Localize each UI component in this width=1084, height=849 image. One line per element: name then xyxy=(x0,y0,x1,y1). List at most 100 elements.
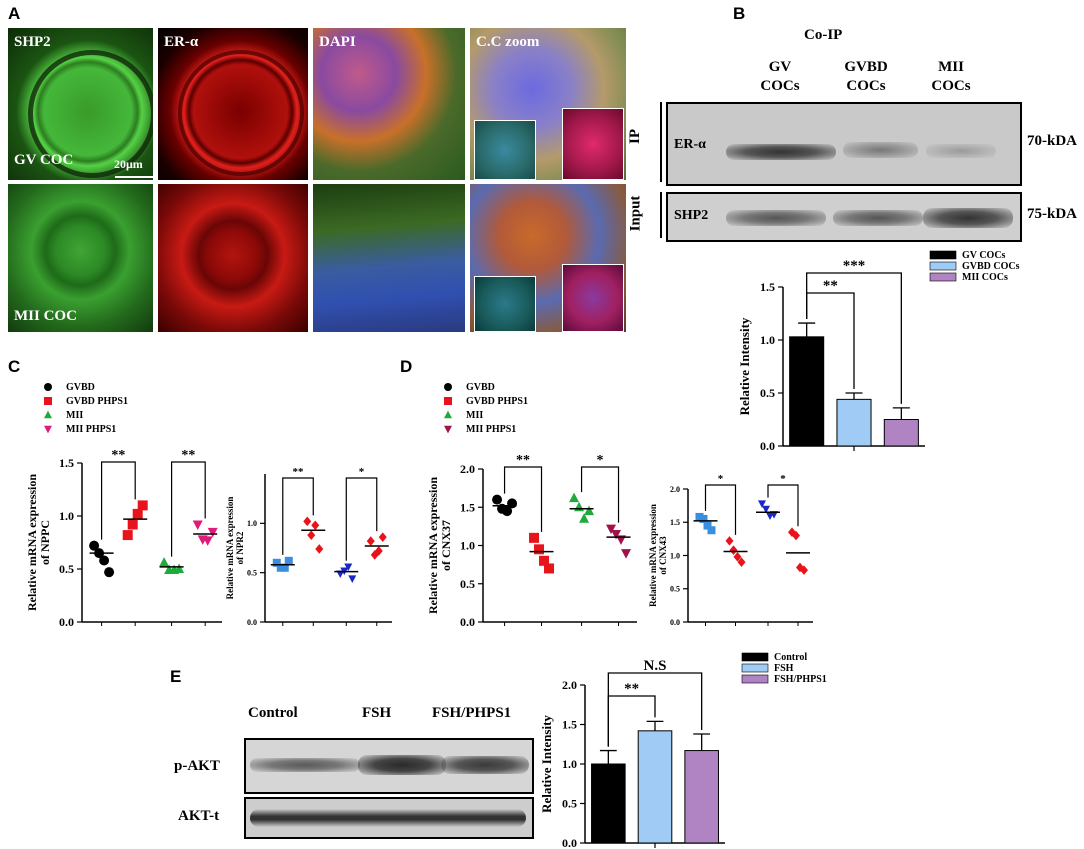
D-left-legend-marker-3 xyxy=(444,425,452,434)
D-right-ylabel-line1: Relative mRNA expression xyxy=(648,504,658,607)
panel-label-d: D xyxy=(400,357,413,376)
D-left-point-0-2 xyxy=(502,506,513,517)
B-bar-ytick-label: 1.5 xyxy=(760,280,775,294)
D-right-ytick-label: 1.5 xyxy=(670,518,680,527)
C-left-legend-marker-3 xyxy=(44,425,52,434)
C-right-point-0-2 xyxy=(280,563,289,572)
E-bar-ytick-label: 1.0 xyxy=(562,757,577,771)
inset-green-blue xyxy=(474,120,536,180)
C-left-ylabel-line2: of NPPC xyxy=(38,520,52,565)
E-bar-legend-label-2: FSH/PHPS1 xyxy=(774,674,827,685)
inset-green-blue-mii xyxy=(474,276,536,332)
D-left-point-0-3 xyxy=(507,498,518,509)
D-left-legend-marker-1 xyxy=(444,397,452,405)
C-right-point-3-3 xyxy=(378,532,387,542)
E-bar-ytick-label: 0.5 xyxy=(562,797,577,811)
C-left-sig-label-0: ** xyxy=(111,448,125,463)
E-bar-sig-label-1: N.S xyxy=(644,658,667,674)
E-bar-legend-label-1: FSH xyxy=(774,663,794,674)
C-right-point-1-3 xyxy=(315,544,324,554)
C-left-point-3-3 xyxy=(207,527,218,538)
C-left-point-0-3 xyxy=(104,567,115,578)
band-gv-shp2 xyxy=(726,210,826,226)
D-right-point-2-0 xyxy=(758,500,766,509)
band-label-p-akt: p-AKT xyxy=(174,758,220,774)
B-bar-bar-2 xyxy=(883,419,919,447)
D-right-point-0-2 xyxy=(703,521,712,530)
band-mii-er-alpha xyxy=(926,144,996,158)
blot-p-akt xyxy=(244,738,534,794)
B-bar-sig-label-1: *** xyxy=(843,258,866,274)
C-left-point-3-2 xyxy=(202,536,213,546)
B-bar-bar-0 xyxy=(789,336,825,447)
blot-col-mii-line2: COCs xyxy=(931,78,971,94)
micrograph-mii-shp2: MII COC xyxy=(8,184,153,332)
D-right-sig-bracket-0 xyxy=(704,484,737,535)
C-left-point-1-2 xyxy=(132,508,143,519)
band-fsh-phps1-p-akt xyxy=(441,756,529,774)
row-label-gv-coc: GV COC xyxy=(14,152,74,168)
micrograph-gv-shp2: SHP2 GV COC 20μm xyxy=(8,28,153,180)
C-left-sig-label-1: ** xyxy=(181,448,195,463)
band-gvbd-shp2 xyxy=(833,210,923,226)
E-bar-legend-swatch-1 xyxy=(741,663,769,673)
C-right-point-2-3 xyxy=(348,575,357,583)
B-bar-sig-bracket-1 xyxy=(806,272,902,404)
C-left-point-0-0 xyxy=(89,540,100,551)
E-bar-legend-label-0: Control xyxy=(774,652,807,663)
micrograph-gv-zoom: C.C zoom xyxy=(470,28,626,180)
micrograph-gv-er-alpha: ER-α xyxy=(158,28,308,180)
D-right-point-0-1 xyxy=(699,514,708,523)
D-left-ytick-label: 1.0 xyxy=(460,539,475,553)
D-left-point-2-3 xyxy=(584,505,595,516)
blot-col-gvbd-line2: COCs xyxy=(846,78,886,94)
C-right-sig-label-1: * xyxy=(359,466,365,478)
blot-e-col-fsh-phps1: FSH/PHPS1 xyxy=(432,705,512,721)
E-bar-sig-label-0: ** xyxy=(624,681,639,697)
blot-col-mii: MII COCs xyxy=(916,58,986,96)
D-left-point-1-3 xyxy=(544,563,555,574)
D-right-ytick-label: 1.0 xyxy=(670,551,680,560)
C-right-point-3-0 xyxy=(366,536,375,546)
micrograph-mii-er-alpha xyxy=(158,184,308,332)
D-left-point-3-0 xyxy=(606,524,617,535)
C-left-point-1-3 xyxy=(137,500,148,511)
E-bar-ytick-label: 1.5 xyxy=(562,718,577,732)
D-left-point-2-0 xyxy=(569,492,580,503)
blot-col-mii-line1: MII xyxy=(938,59,964,75)
blot-shp2: SHP2 xyxy=(666,192,1022,242)
C-right-ylabel-line2: of NPR2 xyxy=(235,531,245,564)
C-right-point-1-2 xyxy=(311,520,320,531)
B-bar-legend-swatch-2 xyxy=(929,272,957,282)
inset-red-blue xyxy=(562,108,624,180)
scale-bar-label: 20μm xyxy=(114,157,143,171)
micrograph-mii-zoom xyxy=(470,184,626,332)
C-left-legend-label-1: GVBD PHPS1 xyxy=(66,396,128,407)
C-left-ytick-label: 0.0 xyxy=(59,615,74,629)
blot-col-gv-line2: COCs xyxy=(760,78,800,94)
band-control-p-akt xyxy=(250,758,360,772)
C-left-ytick-label: 1.0 xyxy=(59,509,74,523)
C-right-point-3-2 xyxy=(374,546,383,556)
D-right-ylabel-line2: of CNX43 xyxy=(658,536,668,575)
micrograph-gv-dapi: DAPI xyxy=(313,28,465,180)
C-left-sig-bracket-1 xyxy=(171,461,206,557)
panel-label-c: C xyxy=(8,357,21,376)
panel-label-b: B xyxy=(733,4,746,23)
B-bar-legend-swatch-0 xyxy=(929,250,957,260)
C-left-point-3-0 xyxy=(192,520,203,530)
C-left-legend-marker-2 xyxy=(44,410,52,419)
blot-col-gvbd-line1: GVBD xyxy=(844,59,888,75)
blot-col-gv: GV COCs xyxy=(745,58,815,96)
D-left-point-2-2 xyxy=(579,513,590,523)
E-bar-ylabel: Relative Intensity xyxy=(539,715,554,813)
E-bar-bar-1 xyxy=(637,730,673,844)
C-left-point-2-0 xyxy=(159,557,170,567)
input-bracket xyxy=(660,192,662,238)
D-left-legend-label-1: GVBD PHPS1 xyxy=(466,396,528,407)
E-bar-ytick-label: 2.0 xyxy=(562,678,577,692)
D-left-ytick-label: 1.5 xyxy=(460,500,475,514)
D-right-point-0-3 xyxy=(707,526,716,535)
ip-bracket xyxy=(660,102,662,182)
blot-e-col-control: Control xyxy=(248,705,298,721)
